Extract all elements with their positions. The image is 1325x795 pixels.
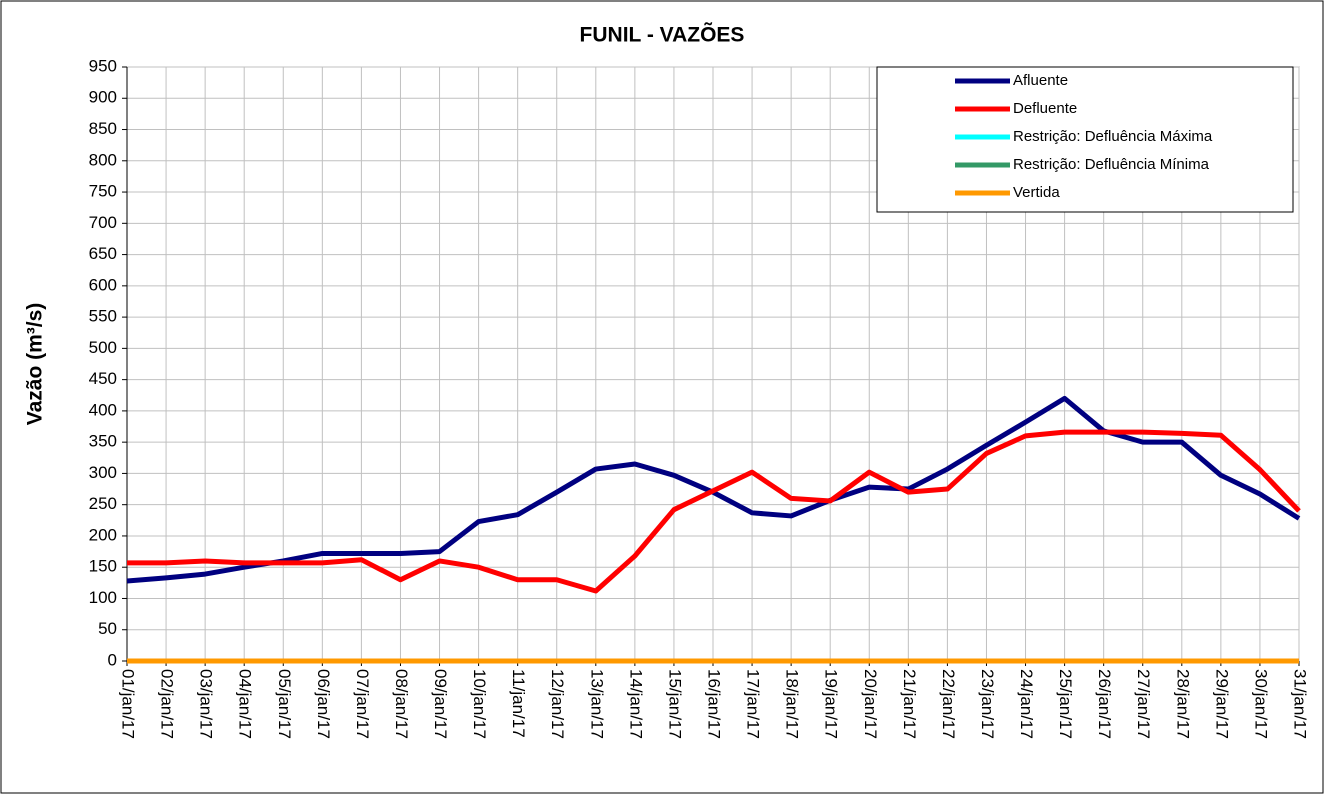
y-tick-label: 150 bbox=[89, 557, 117, 576]
x-tick-label: 27/jan/17 bbox=[1134, 669, 1153, 739]
legend-label: Restrição: Defluência Máxima bbox=[1013, 128, 1213, 145]
y-tick-label: 700 bbox=[89, 213, 117, 232]
y-tick-label: 750 bbox=[89, 182, 117, 201]
series-line bbox=[127, 429, 1301, 594]
y-tick-label: 50 bbox=[98, 619, 117, 638]
x-tick-label: 14/jan/17 bbox=[626, 669, 645, 739]
chart-title: FUNIL - VAZÕES bbox=[580, 23, 745, 47]
y-tick-label: 450 bbox=[89, 369, 117, 388]
x-tick-label: 25/jan/17 bbox=[1056, 669, 1075, 739]
x-tick-label: 11/jan/17 bbox=[509, 669, 528, 738]
x-tick-label: 12/jan/17 bbox=[548, 669, 567, 739]
x-tick-label: 26/jan/17 bbox=[1095, 669, 1114, 739]
legend-label: Afluente bbox=[1013, 72, 1068, 89]
x-tick-label: 20/jan/17 bbox=[861, 669, 880, 739]
x-tick-label: 13/jan/17 bbox=[587, 669, 606, 739]
y-tick-label: 600 bbox=[89, 275, 117, 294]
y-tick-label: 850 bbox=[89, 119, 117, 138]
x-tick-label: 24/jan/17 bbox=[1017, 669, 1036, 739]
y-tick-label: 250 bbox=[89, 494, 117, 513]
x-tick-label: 31/jan/17 bbox=[1291, 669, 1310, 739]
x-tick-label: 22/jan/17 bbox=[939, 669, 958, 739]
x-tick-label: 07/jan/17 bbox=[353, 669, 372, 739]
y-tick-label: 900 bbox=[89, 88, 117, 107]
y-tick-label: 550 bbox=[89, 307, 117, 326]
legend-label: Restrição: Defluência Mínima bbox=[1013, 156, 1210, 173]
x-tick-label: 29/jan/17 bbox=[1212, 669, 1231, 739]
x-tick-label: 28/jan/17 bbox=[1173, 669, 1192, 739]
y-tick-label: 0 bbox=[108, 650, 117, 669]
y-tick-label: 500 bbox=[89, 338, 117, 357]
legend-label: Defluente bbox=[1013, 100, 1077, 117]
y-tick-label: 300 bbox=[89, 463, 117, 482]
x-tick-label: 30/jan/17 bbox=[1251, 669, 1270, 739]
y-axis-label: Vazão (m³/s) bbox=[24, 303, 47, 426]
x-tick-label: 08/jan/17 bbox=[392, 669, 411, 739]
x-tick-label: 18/jan/17 bbox=[783, 669, 802, 739]
y-tick-label: 350 bbox=[89, 432, 117, 451]
legend-box bbox=[876, 66, 1294, 213]
x-tick-label: 15/jan/17 bbox=[665, 669, 684, 739]
x-tick-label: 16/jan/17 bbox=[705, 669, 724, 739]
x-tick-label: 04/jan/17 bbox=[236, 669, 255, 739]
x-tick-label: 19/jan/17 bbox=[822, 669, 841, 739]
x-tick-label: 17/jan/17 bbox=[744, 669, 763, 739]
y-tick-label: 100 bbox=[89, 588, 117, 607]
x-tick-label: 02/jan/17 bbox=[158, 669, 177, 739]
x-tick-label: 01/jan/17 bbox=[119, 669, 138, 739]
y-tick-label: 400 bbox=[89, 400, 117, 419]
x-tick-label: 09/jan/17 bbox=[431, 669, 450, 739]
x-tick-label: 10/jan/17 bbox=[470, 669, 489, 739]
y-tick-label: 950 bbox=[89, 56, 117, 75]
x-tick-label: 21/jan/17 bbox=[900, 669, 919, 739]
x-tick-label: 23/jan/17 bbox=[978, 669, 997, 739]
y-tick-label: 650 bbox=[89, 244, 117, 263]
x-tick-label: 05/jan/17 bbox=[275, 669, 294, 739]
legend-label: Vertida bbox=[1013, 184, 1060, 201]
x-tick-label: 03/jan/17 bbox=[197, 669, 216, 739]
y-tick-label: 200 bbox=[89, 525, 117, 544]
y-tick-label: 800 bbox=[89, 150, 117, 169]
x-tick-label: 06/jan/17 bbox=[314, 669, 333, 739]
